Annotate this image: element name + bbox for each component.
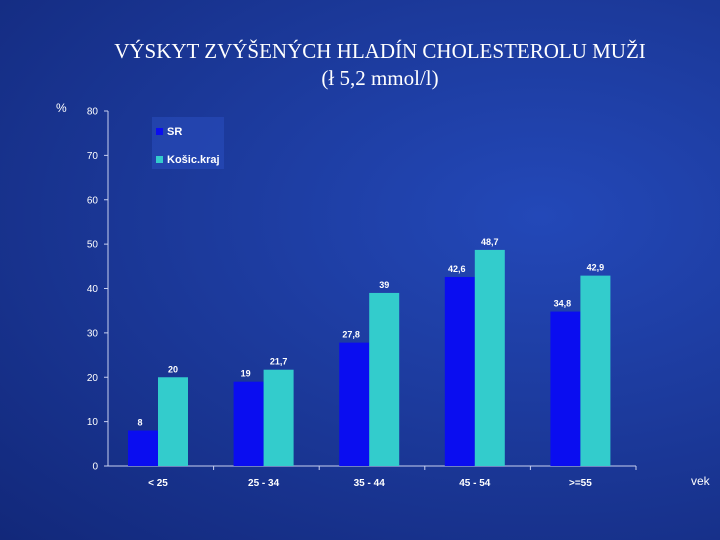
title-line-2: (ł 5,2 mmol/l) [321, 66, 439, 90]
legend-background [152, 117, 224, 169]
legend-swatch-sr [156, 128, 163, 135]
data-label: 21,7 [270, 357, 288, 367]
y-tick-label: 70 [87, 151, 99, 162]
category-label: 45 - 54 [459, 478, 491, 489]
bar-ko-ic-kraj [474, 249, 505, 466]
data-label: 19 [241, 369, 251, 379]
x-axis-label: vek [691, 474, 711, 488]
bars: 8 20 < 25 19 21,7 25 - 34 27,8 39 35 - 44 42,6 48,… [128, 237, 611, 489]
bar-ko-ic-kraj [263, 369, 294, 466]
bar-ko-ic-kraj [369, 292, 400, 466]
data-label: 34,8 [554, 299, 572, 309]
y-tick-label: 10 [87, 417, 99, 428]
data-label: 8 [137, 418, 142, 428]
y-tick-label: 40 [87, 284, 99, 295]
legend-swatch-kosic-kraj [156, 156, 163, 163]
bar-sr [444, 276, 475, 466]
bar-sr [550, 311, 581, 466]
category-label: >=55 [569, 478, 592, 489]
legend: SR Košic.kraj [152, 117, 224, 169]
data-label: 39 [379, 280, 389, 290]
y-tick-label: 20 [87, 373, 99, 384]
y-tick-label: 80 [87, 107, 99, 118]
y-tick-label: 30 [87, 328, 99, 339]
y-tick-label: 60 [87, 195, 99, 206]
bar-sr [128, 430, 158, 466]
category-label: 35 - 44 [354, 478, 386, 489]
legend-label-kosic-kraj: Košic.kraj [167, 154, 220, 166]
chart-title: VÝSKYT ZVÝŠENÝCH HLADÍN CHOLESTEROLU MUŽ… [0, 38, 720, 92]
legend-label-sr: SR [167, 126, 182, 138]
data-label: 42,6 [448, 264, 466, 274]
title-line-1: VÝSKYT ZVÝŠENÝCH HLADÍN CHOLESTEROLU MUŽ… [114, 39, 646, 63]
y-axis-label: % [56, 101, 67, 115]
category-label: < 25 [148, 478, 168, 489]
y-tick-label: 0 [92, 462, 98, 473]
bar-ko-ic-kraj [580, 275, 611, 466]
data-label: 42,9 [587, 263, 605, 273]
category-label: 25 - 34 [248, 478, 280, 489]
data-label: 27,8 [342, 330, 360, 340]
bar-ko-ic-kraj [158, 377, 188, 466]
bar-sr [233, 381, 264, 466]
data-label: 20 [168, 364, 178, 374]
bar-sr [339, 342, 370, 466]
y-tick-label: 50 [87, 240, 99, 251]
data-label: 48,7 [481, 237, 499, 247]
